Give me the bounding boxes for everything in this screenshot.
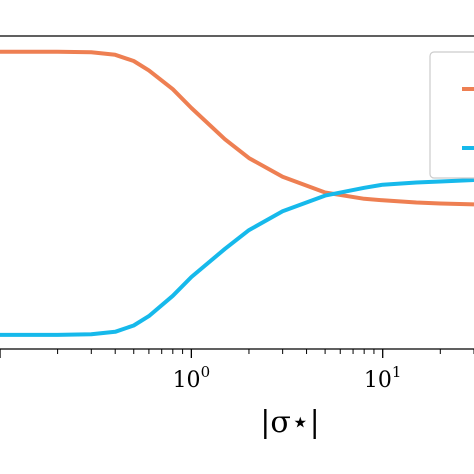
x-ticks — [0, 349, 474, 358]
legend — [429, 51, 474, 179]
x-tick-label-1: 101 — [364, 363, 402, 393]
x-axis-label: |σ⋆| — [260, 405, 319, 440]
series-line-1 — [0, 178, 474, 337]
series-line-0 — [0, 49, 474, 207]
x-tick-labels: 100 101 — [173, 363, 402, 393]
series-layer — [0, 49, 474, 337]
legend-box — [429, 51, 474, 179]
x-tick-label-0: 100 — [173, 363, 211, 393]
